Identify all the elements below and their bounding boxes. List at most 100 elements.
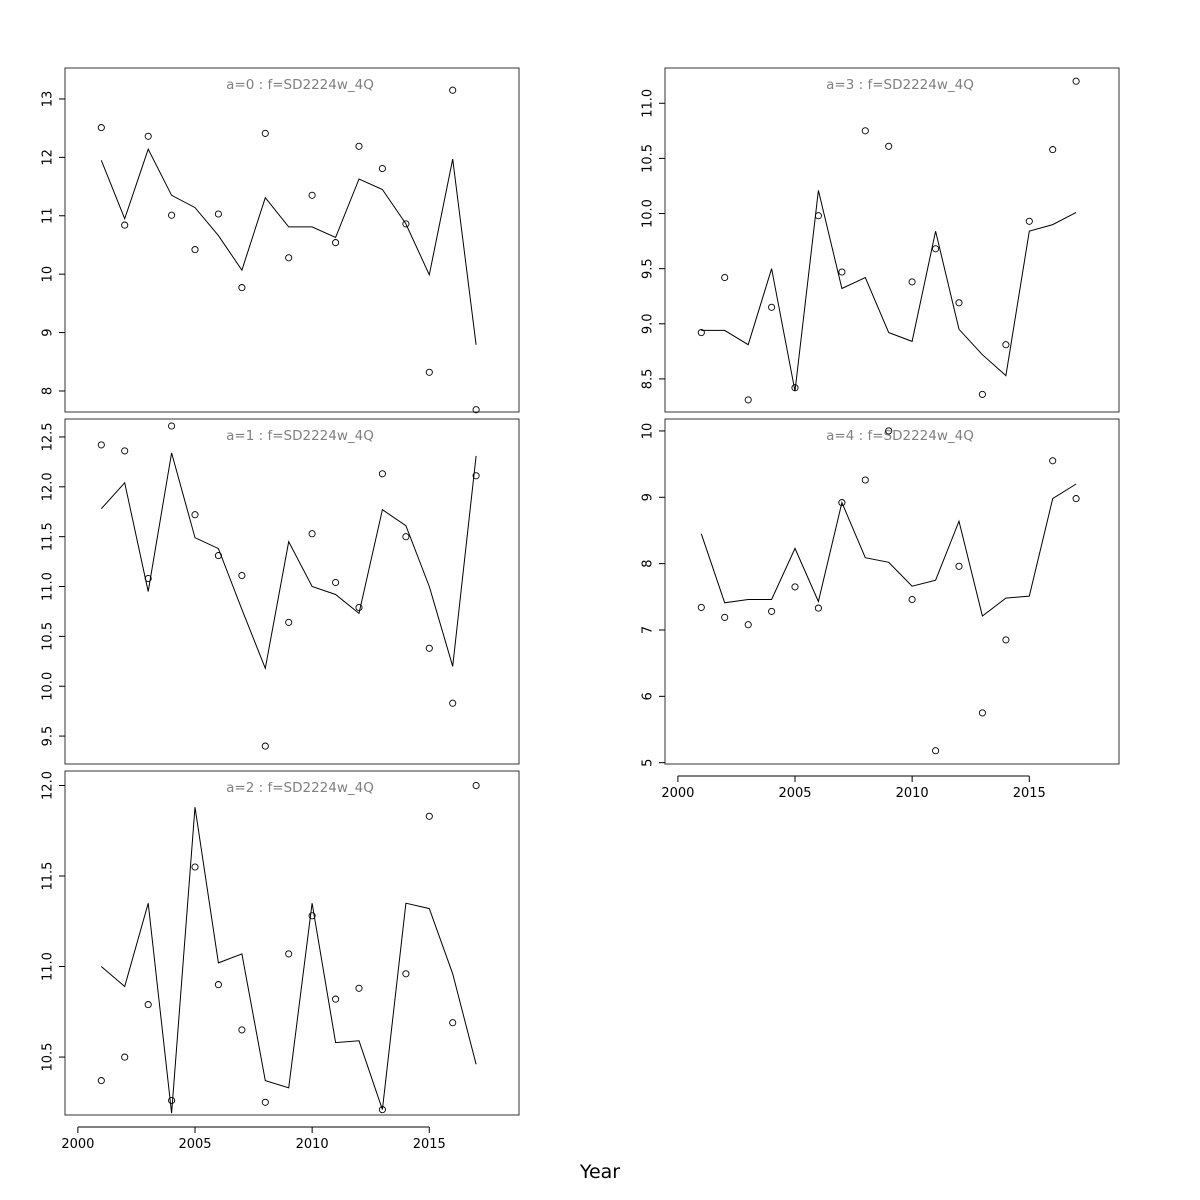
panel-1: 9.5 10.0 10.5 11.0 11.5 12.0 12.5 a=1 : f=SD222…	[41, 418, 520, 765]
observed-point	[214, 210, 222, 218]
observed-point	[1049, 146, 1057, 154]
observed-point	[885, 427, 893, 435]
y-tick-label: 10.0	[641, 199, 656, 228]
observed-point	[308, 912, 316, 920]
y-tick-label: 10.5	[41, 1043, 56, 1072]
fitted-line	[100, 147, 477, 345]
observed-point	[308, 530, 316, 538]
observed-point	[932, 245, 940, 253]
y-tick-label: 8	[641, 559, 656, 567]
observed-point	[144, 132, 152, 140]
fitted-line	[100, 452, 477, 671]
observed-point	[402, 533, 410, 541]
observed-point	[402, 220, 410, 228]
observed-point	[861, 476, 869, 484]
observed-point	[261, 742, 269, 750]
y-tick-label: 11.0	[41, 952, 56, 981]
observed-point	[261, 129, 269, 137]
y-tick-label: 10	[41, 266, 56, 283]
observed-point	[378, 164, 386, 173]
fitted-line	[701, 190, 1077, 392]
observed-point	[908, 595, 916, 604]
observed-point	[814, 212, 822, 220]
panel-title: a=1 : f=SD2224w_4Q	[226, 428, 374, 444]
observed-point	[472, 406, 480, 414]
observed-point	[355, 603, 363, 612]
observed-point	[1025, 217, 1033, 225]
y-tick-label: 12.0	[41, 472, 56, 501]
y-tick-label: 9.5	[641, 258, 656, 279]
observed-point	[402, 970, 410, 978]
observed-point	[791, 384, 799, 392]
y-tick-label: 9	[641, 493, 656, 501]
x-tick-label: 2010	[296, 1137, 329, 1152]
observed-point	[838, 499, 846, 507]
y-tick-label: 10.0	[41, 672, 56, 701]
observed-point	[214, 552, 222, 560]
observed-point	[285, 254, 293, 262]
observed-point	[978, 709, 986, 717]
observed-point	[861, 127, 869, 135]
x-tick-label: 2000	[661, 786, 694, 801]
observed-point	[425, 368, 433, 376]
y-tick-label: 8	[41, 387, 56, 395]
observed-point	[721, 273, 729, 282]
observed-point	[472, 781, 480, 790]
observed-point	[191, 863, 199, 871]
y-tick-label: 10	[641, 423, 656, 440]
observed-point	[978, 390, 986, 398]
observed-point	[238, 284, 246, 292]
plot-frame	[64, 770, 520, 1116]
y-tick-label: 11.0	[41, 572, 56, 601]
observed-point	[955, 562, 963, 570]
y-tick-label: 11.0	[641, 89, 656, 118]
observed-point	[1002, 636, 1010, 644]
observed-point	[308, 191, 316, 199]
observed-point	[355, 984, 363, 992]
y-tick-label: 13	[41, 91, 56, 108]
observed-point	[744, 396, 752, 404]
fitted-line	[700, 483, 1077, 617]
observed-point	[168, 211, 176, 219]
y-tick-label: 10.5	[641, 144, 656, 173]
panel-3: 8.5 9.0 9.5 10.0 10.5 11.0 a=3 : f=SD2224w_4Q	[641, 67, 1120, 413]
observed-point	[168, 1096, 176, 1105]
observed-point	[814, 604, 822, 612]
observed-point	[332, 995, 340, 1003]
observed-point	[838, 268, 846, 276]
plot-frame	[64, 418, 520, 765]
observed-point	[238, 571, 246, 580]
observed-point	[214, 981, 222, 989]
observed-point	[1072, 495, 1080, 503]
x-tick-label: 2005	[778, 786, 811, 801]
y-tick-label: 9	[41, 328, 56, 336]
observed-point	[1002, 341, 1010, 349]
observed-point	[97, 124, 105, 132]
observed-point	[721, 613, 729, 621]
panel-2: 10.5 11.0 11.5 12.0 2000 2005 2010 2015 a=2 : f=…	[41, 770, 520, 1152]
y-tick-label: 12.0	[41, 771, 56, 800]
observed-point	[191, 511, 199, 519]
observed-point	[472, 472, 480, 480]
y-tick-label: 10.5	[41, 622, 56, 651]
plot-frame	[64, 67, 520, 413]
observed-point	[378, 1106, 386, 1114]
observed-point	[1072, 77, 1080, 85]
panel-title: a=4 : f=SD2224w_4Q	[826, 428, 974, 444]
y-tick-label: 8.5	[641, 369, 656, 390]
observed-point	[144, 1001, 152, 1009]
plot-frame	[664, 418, 1120, 765]
observed-point	[768, 607, 776, 615]
observed-point	[378, 470, 386, 478]
panel-title: a=2 : f=SD2224w_4Q	[226, 780, 374, 796]
panel-title: a=3 : f=SD2224w_4Q	[826, 77, 974, 93]
observed-point	[697, 603, 705, 611]
observed-point	[449, 86, 457, 94]
observed-point	[449, 699, 457, 707]
observed-point	[425, 644, 433, 652]
observed-point	[97, 441, 105, 449]
observed-point	[1049, 457, 1057, 465]
x-axis-title: Year	[579, 1161, 620, 1183]
